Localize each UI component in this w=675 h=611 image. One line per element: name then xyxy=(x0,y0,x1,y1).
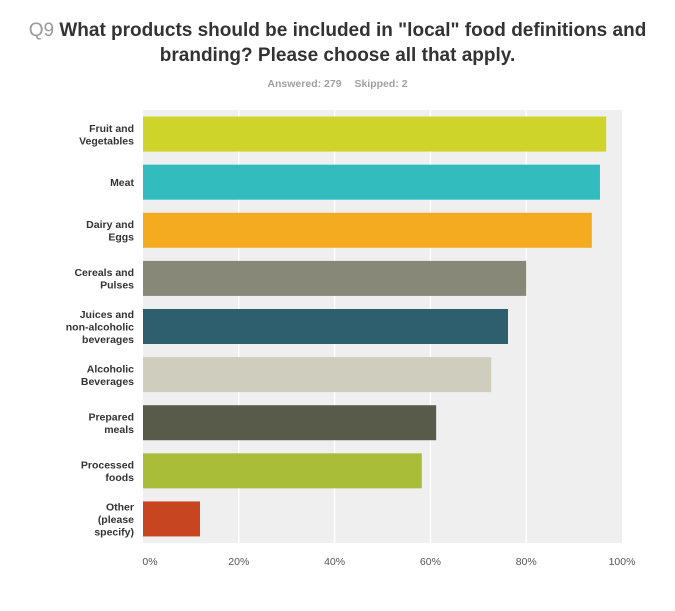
question-text-line1: What products should be included in "loc… xyxy=(59,20,647,41)
x-tick-label: 20% xyxy=(228,556,249,568)
category-label-line: Processed xyxy=(81,460,134,472)
x-tick-label: 100% xyxy=(609,556,636,568)
category-label-line: foods xyxy=(105,472,134,484)
bar xyxy=(143,501,201,537)
category-label-line: meals xyxy=(104,424,134,436)
category-label: Meat xyxy=(110,177,134,189)
category-label-line: Eggs xyxy=(108,232,134,244)
category-label-line: Other xyxy=(106,501,134,513)
category-label-line: Juices and xyxy=(80,309,134,321)
category-label: Cereals and Pulses xyxy=(74,267,134,292)
category-label-line: (please xyxy=(98,514,134,526)
bar xyxy=(143,164,600,200)
bar xyxy=(143,309,508,344)
bar xyxy=(143,453,422,489)
x-tick-label: 40% xyxy=(324,556,345,568)
category-label: Processed foods xyxy=(81,460,134,485)
x-tick-label: 0% xyxy=(142,556,157,568)
category-label-line: Alcoholic xyxy=(87,363,134,375)
category-label-line: Vegetables xyxy=(79,135,134,147)
category-label-line: Prepared xyxy=(88,411,134,423)
category-label-line: Dairy and xyxy=(86,219,134,231)
bar xyxy=(143,212,592,248)
question-title: Q9 What products should be included in "… xyxy=(0,18,675,68)
category-label: Prepared meals xyxy=(88,411,134,436)
response-stats: Answered: 279 Skipped: 2 xyxy=(0,78,675,90)
category-label: Juices and non-alcoholic beverages xyxy=(66,309,134,346)
x-tick-label: 80% xyxy=(516,556,537,568)
category-label: Dairy and Eggs xyxy=(86,219,134,244)
question-number: Q9 xyxy=(28,20,55,41)
x-tick-label: 60% xyxy=(420,556,441,568)
bar xyxy=(143,357,492,393)
category-label-line: Meat xyxy=(110,177,134,189)
answered-count: Answered: 279 xyxy=(267,78,342,90)
category-label-line: non-alcoholic xyxy=(66,322,134,334)
category-label-line: Fruit and xyxy=(89,123,134,135)
category-label: Fruit and Vegetables xyxy=(79,123,134,148)
category-label: Alcoholic Beverages xyxy=(81,363,134,388)
category-label-line: Beverages xyxy=(81,376,134,388)
category-label-line: Pulses xyxy=(100,280,134,292)
skipped-count: Skipped: 2 xyxy=(354,78,408,90)
category-label-line: Cereals and xyxy=(74,267,134,279)
category-label-line: beverages xyxy=(82,334,134,346)
category-label-line: specify) xyxy=(94,526,134,538)
category-label: Other (please specify) xyxy=(94,501,134,538)
question-text-line2: branding? Please choose all that apply. xyxy=(159,45,516,66)
bar xyxy=(143,405,437,441)
bar xyxy=(143,260,527,296)
bar xyxy=(143,116,607,152)
